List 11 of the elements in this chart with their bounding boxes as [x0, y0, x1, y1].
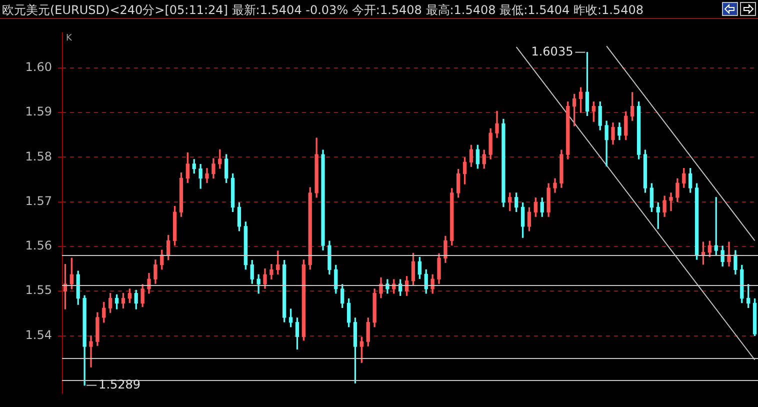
annotation: 1.5289	[98, 377, 141, 392]
y-tick-label: 1.59	[25, 104, 52, 119]
annotation: 1.6035	[531, 44, 574, 58]
annotation: K	[66, 34, 73, 44]
chart-title: 欧元美元(EURUSD)<240分>[05:11:24] 最新:1.5404 -0.03% 今开:1.5408 最高:1.5408 最低:1.5404 昨收:1.5408	[2, 2, 644, 19]
y-tick-label: 1.58	[25, 149, 52, 164]
y-tick-label: 1.56	[25, 238, 52, 253]
y-tick-label: 1.60	[25, 60, 52, 74]
y-tick-label: 1.55	[25, 283, 52, 298]
y-tick-label: 1.57	[25, 194, 52, 208]
y-tick-label: 1.54	[25, 328, 52, 342]
